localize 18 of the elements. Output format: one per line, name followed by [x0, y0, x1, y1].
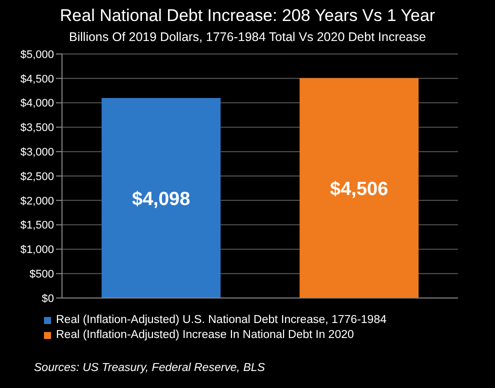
y-tick-label: $3,000: [20, 146, 54, 159]
y-tick-label: $4,000: [20, 98, 54, 110]
y-tick-label: $4,500: [20, 73, 54, 86]
legend-label: Real (Inflation-Adjusted) U.S. National Debt Increase, 1776-1984: [56, 314, 386, 326]
y-tick-label: $2,000: [20, 195, 54, 208]
chart-title: Real National Debt Increase: 208 Years Vs 1 Year: [58, 6, 436, 26]
y-tick-label: $500: [30, 268, 54, 281]
y-tick-label: $2,500: [20, 170, 54, 183]
y-tick-label: $5,000: [20, 48, 54, 61]
y-tick-label: $1,000: [20, 244, 54, 256]
chart-subtitle: Billions Of 2019 Dollars, 1776-1984 Total Vs 2020 Debt Increase: [68, 30, 427, 44]
source-note: Sources: US Treasury, Federal Reserve, BLS: [34, 362, 265, 374]
y-tick-label: $1,500: [20, 220, 54, 232]
y-tick-label: $3,500: [20, 122, 54, 134]
y-tick-label: $0: [42, 292, 54, 305]
legend-label: Real (Inflation-Adjusted) Increase In National Debt In 2020: [56, 329, 354, 341]
data-label: $4,506: [330, 178, 388, 200]
data-label: $4,098: [132, 188, 190, 210]
